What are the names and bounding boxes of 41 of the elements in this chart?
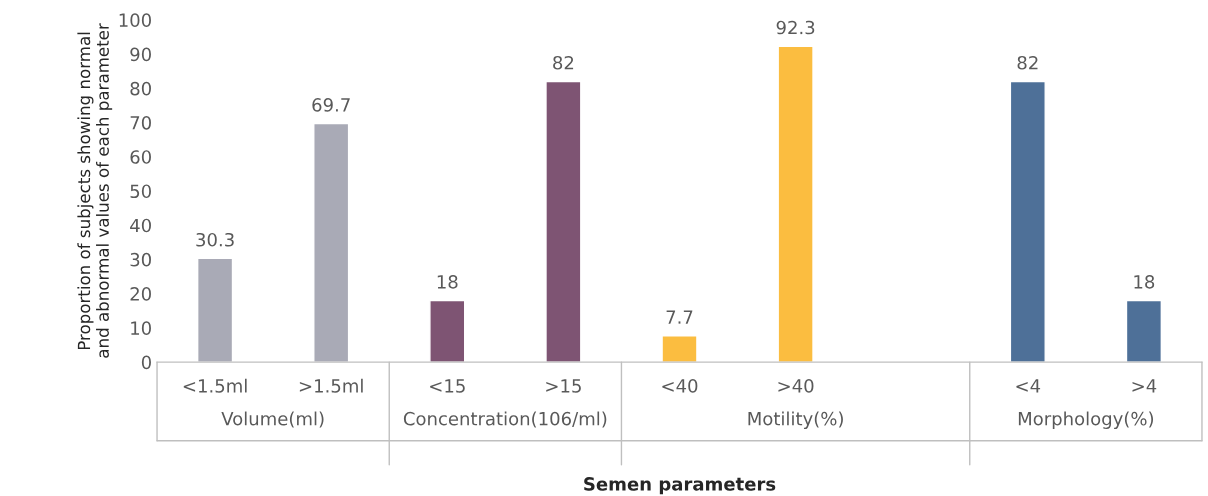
x-tick-label: >4	[1132, 379, 1157, 393]
y-tick-label: 20	[130, 287, 151, 301]
text: Morphology(%)	[1018, 411, 1154, 429]
bar	[1009, 80, 1046, 363]
x-tick-label: >1.5ml	[299, 378, 363, 393]
data-label: 18	[437, 274, 458, 289]
data-label: 7.7	[666, 310, 693, 324]
x-tick-label: >40	[778, 379, 814, 393]
text: Motility(%)	[748, 411, 843, 429]
x-tick-label: >15	[546, 379, 581, 393]
x-tick-label: <40	[662, 379, 698, 393]
data-label: 30.3	[196, 232, 234, 247]
y-tick-label: 100	[119, 13, 151, 27]
x-tick-label: <15	[430, 379, 465, 393]
y-tick-label: 80	[130, 81, 151, 96]
bar	[313, 122, 350, 363]
text: Concentration(106/ml)	[403, 411, 607, 428]
bar	[777, 45, 814, 363]
bar	[1125, 299, 1163, 363]
y-tick-label: 40	[130, 218, 151, 233]
y-tick-label: 0	[141, 355, 151, 370]
y-tick-label: 90	[130, 47, 151, 62]
y-tick-label: 10	[131, 321, 151, 335]
y-tick-label: 70	[130, 115, 151, 130]
x-tick-label: <1.5ml	[183, 378, 247, 393]
data-label: 18	[1134, 274, 1155, 289]
bar	[545, 80, 582, 363]
data-label: 69.7	[312, 98, 350, 112]
bar	[429, 299, 466, 363]
bar	[661, 335, 698, 363]
data-label: 82	[553, 55, 574, 70]
y-tick-label: 60	[130, 150, 151, 164]
bar	[196, 257, 234, 363]
y-tick-label: 30	[130, 252, 151, 267]
x-axis-title: Semen parameters	[584, 477, 776, 495]
text: Volume(ml)	[221, 411, 324, 428]
y-axis-title: Proportion of subjects showing normal and abnormal values of each parameter	[77, 23, 113, 358]
x-tick-label: <4	[1016, 379, 1041, 393]
y-tick-label: 50	[130, 184, 151, 199]
data-label: 82	[1017, 55, 1038, 70]
data-label: 92.3	[776, 20, 815, 35]
